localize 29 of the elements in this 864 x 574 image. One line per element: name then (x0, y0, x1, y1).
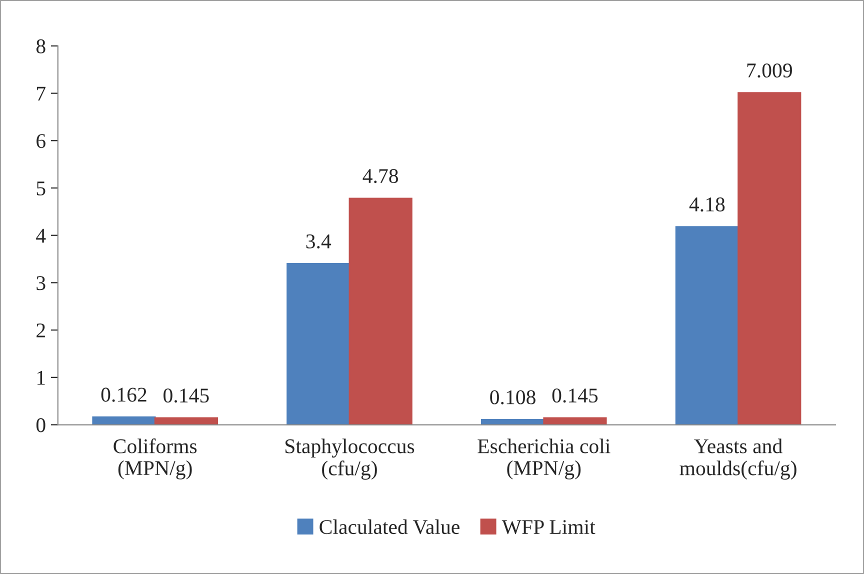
bar (348, 198, 412, 425)
data-label: 3.4 (306, 234, 332, 248)
x-tick-label: Coliforms (MPN/g) (114, 438, 197, 480)
y-tick-label: 2 (36, 323, 45, 338)
data-label: 0.145 (552, 388, 598, 403)
bar (675, 226, 739, 425)
data-label: 0.108 (490, 390, 536, 404)
data-label: 0.145 (164, 388, 209, 403)
legend-label: WFP Limit (502, 520, 596, 534)
y-tick-label: 1 (38, 370, 45, 385)
bar (738, 92, 802, 425)
x-tick-label: Yeasts and moulds(cfu/g) (680, 438, 796, 480)
data-label: 4.18 (689, 197, 725, 212)
y-tick-label: 5 (36, 182, 46, 196)
y-tick-label: 7 (37, 86, 46, 101)
x-tick-label: Staphylococcus (cfu/g) (286, 438, 414, 480)
data-label: 7.009 (747, 63, 792, 78)
y-tick-label: 4 (36, 228, 46, 243)
bar (154, 417, 218, 425)
data-label: 0.162 (101, 388, 146, 402)
y-tick-label: 8 (36, 39, 46, 54)
y-tick-label: 3 (36, 276, 46, 290)
bar (286, 263, 350, 425)
data-label: 4.78 (362, 169, 398, 184)
x-tick-label: Escherichia coli (MPN/g) (478, 438, 610, 480)
y-tick-label: 0 (36, 418, 46, 432)
legend-label: Claculated Value (320, 519, 460, 534)
y-tick-label: 6 (36, 134, 46, 148)
bar (543, 417, 607, 425)
